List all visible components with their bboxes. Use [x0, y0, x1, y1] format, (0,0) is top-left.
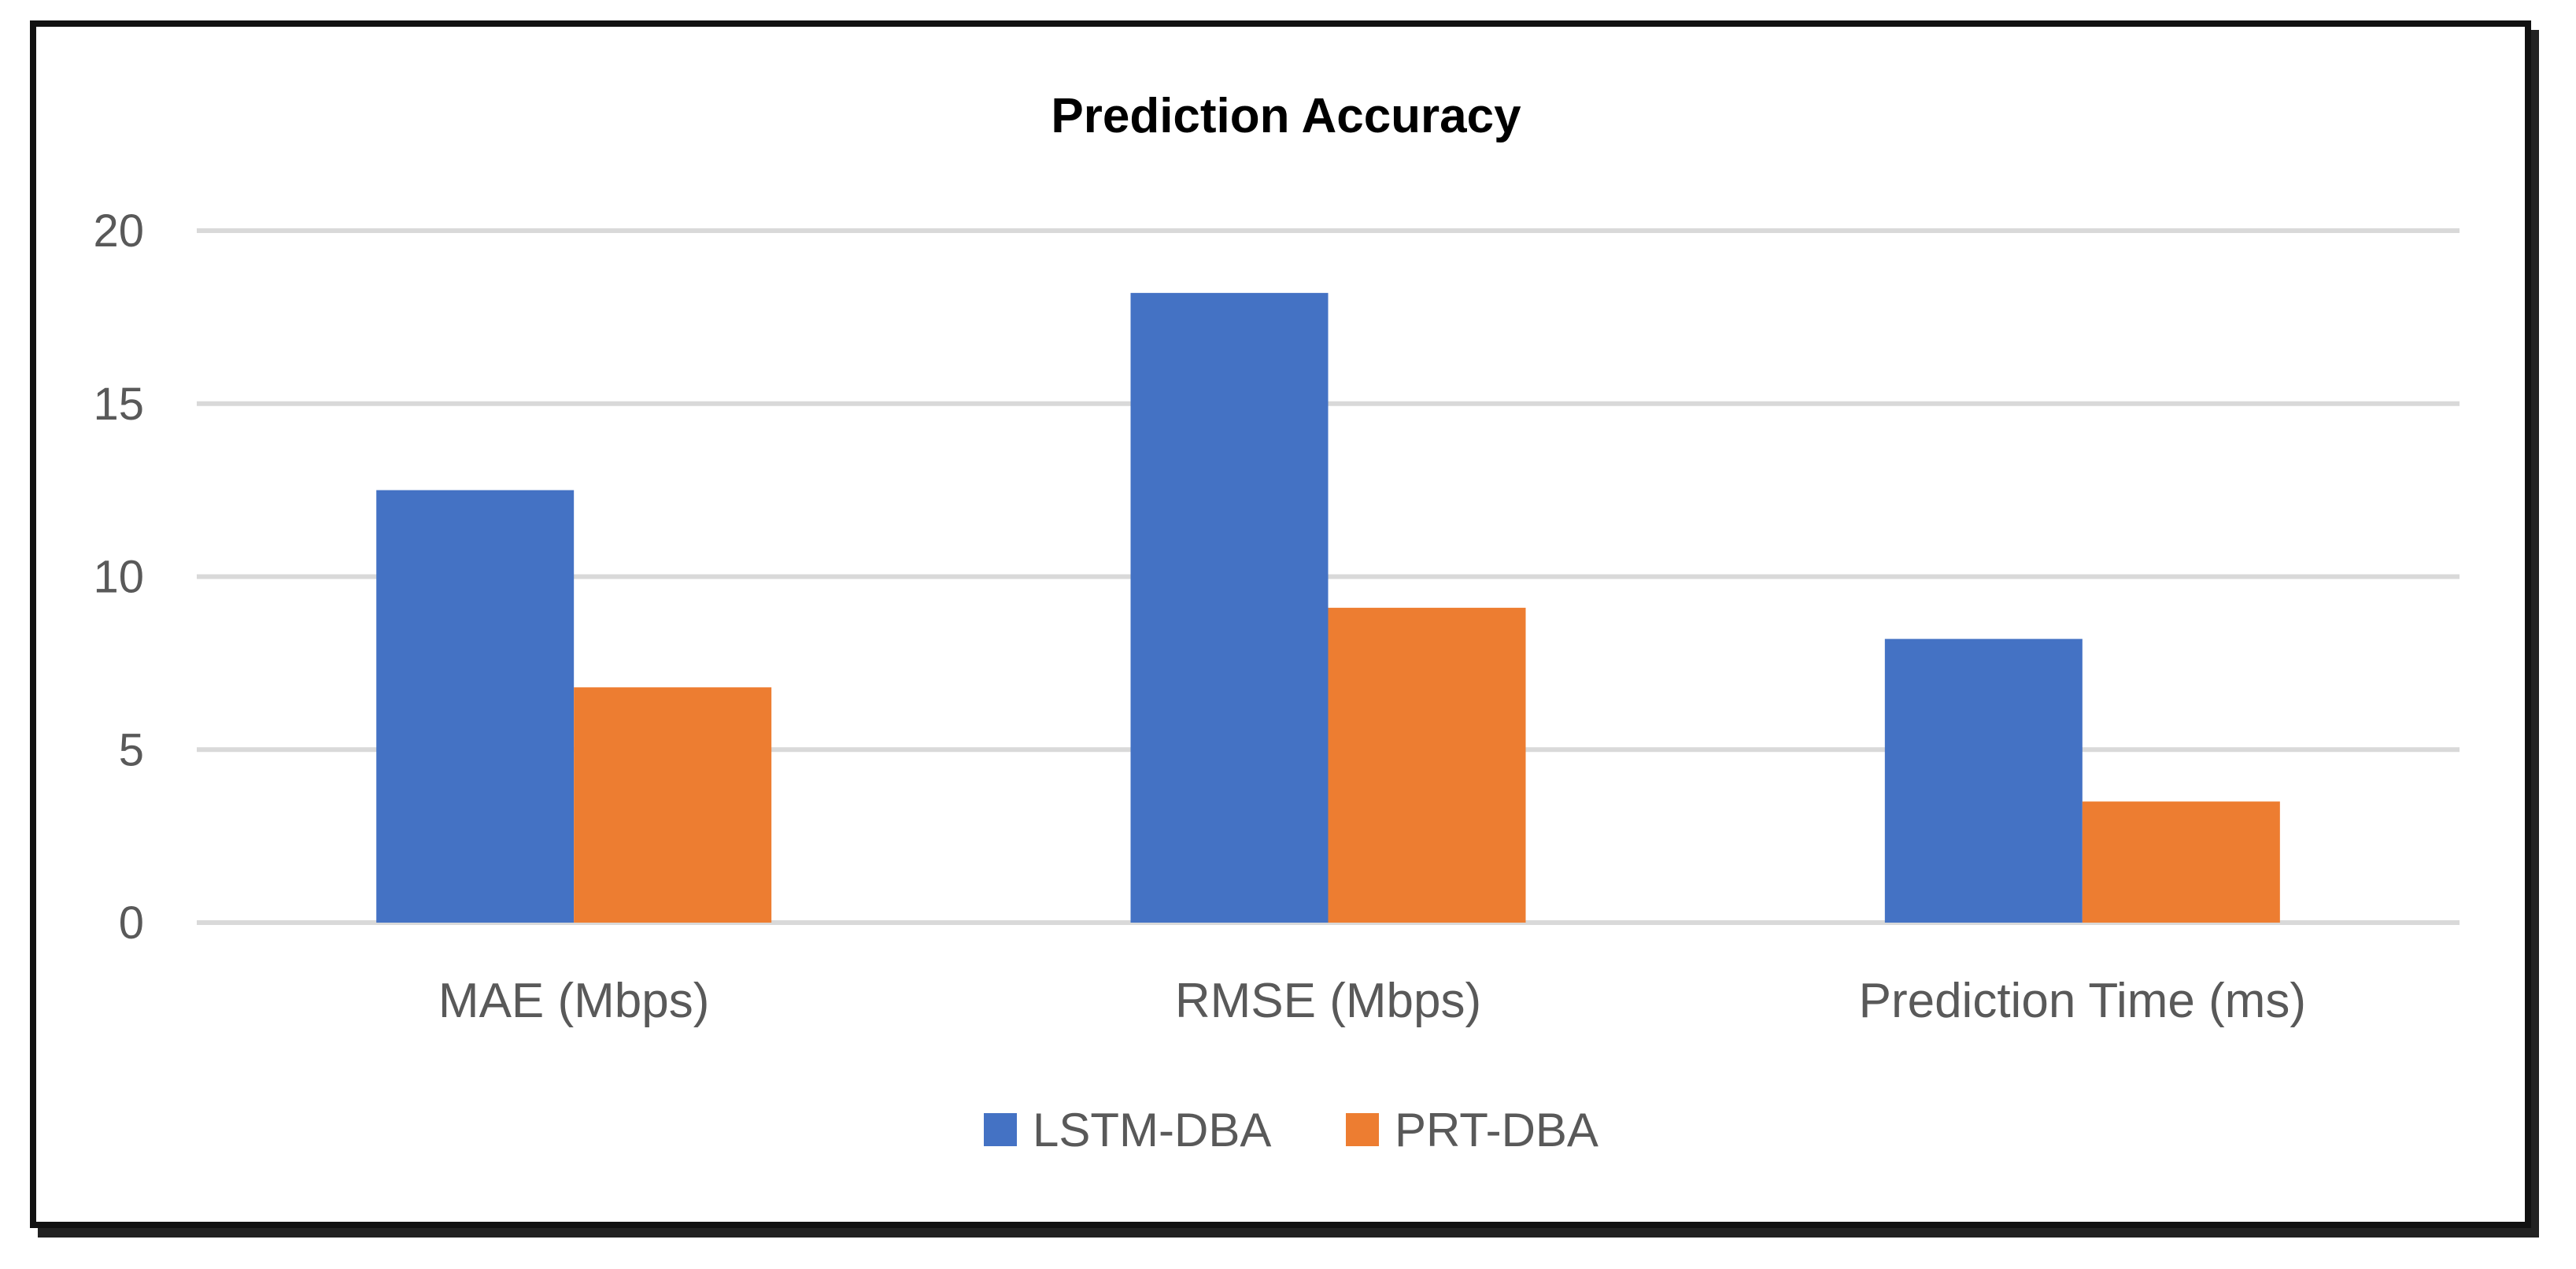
bar-prt-dba-3 [2082, 801, 2280, 923]
bar-prt-dba-1 [574, 687, 772, 923]
bars [376, 293, 2280, 923]
legend: LSTM-DBA PRT-DBA [984, 1104, 1598, 1156]
y-axis-ticks: 0 5 10 15 20 [93, 205, 144, 949]
legend-label-prt-dba: PRT-DBA [1395, 1104, 1598, 1156]
x-axis-labels: MAE (Mbps) RMSE (Mbps) Prediction Time (ms… [438, 974, 2306, 1028]
y-tick-label: 20 [93, 205, 144, 257]
y-tick-label: 0 [119, 897, 144, 949]
chart-title: Prediction Accuracy [1051, 89, 1521, 143]
legend-label-lstm-dba: LSTM-DBA [1033, 1104, 1271, 1156]
x-category-label: Prediction Time (ms) [1859, 974, 2306, 1028]
legend-swatch-prt-dba [1346, 1113, 1379, 1146]
legend-swatch-lstm-dba [984, 1113, 1017, 1146]
bar-lstm-dba-3 [1884, 638, 2083, 923]
x-category-label: RMSE (Mbps) [1175, 974, 1481, 1028]
y-tick-label: 15 [93, 379, 144, 430]
y-tick-label: 5 [119, 724, 144, 775]
bar-prt-dba-2 [1328, 608, 1526, 923]
x-category-label: MAE (Mbps) [438, 974, 709, 1028]
bar-lstm-dba-1 [376, 490, 575, 923]
bar-lstm-dba-2 [1130, 293, 1329, 923]
y-tick-label: 10 [93, 552, 144, 603]
